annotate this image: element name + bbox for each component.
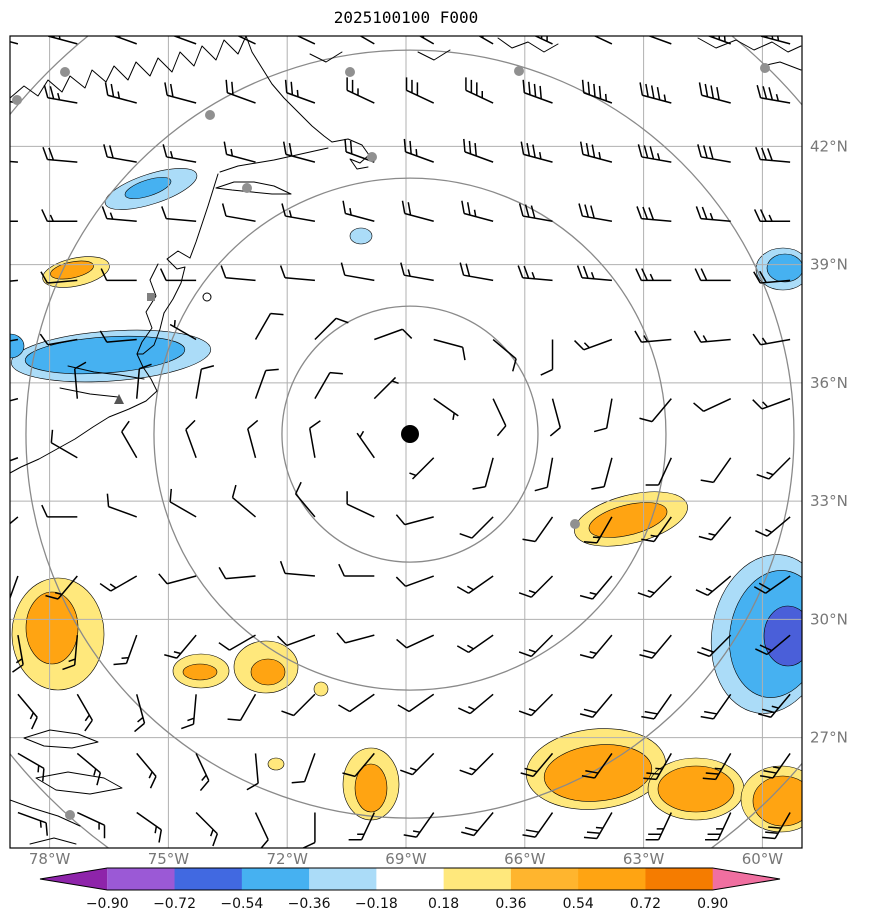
colorbar-segment [241,868,310,890]
colorbar-segment [510,868,579,890]
storm-center-dot [401,425,419,443]
coastline-layer [10,36,802,845]
colorbar-tick-label: 0.72 [630,896,661,912]
lon-tick-label: 69°W [385,850,427,868]
colorbar-segment [107,868,176,890]
lon-tick-label: 63°W [623,850,665,868]
lon-tick-label: 60°W [742,850,784,868]
colorbar-tick-label: −0.18 [355,896,398,912]
colorbar-segment [174,868,243,890]
lat-tick-label: 39°N [810,256,848,274]
colorbar-tick-label: 0.36 [495,896,526,912]
colorbar-tick-label: −0.54 [220,896,263,912]
colorbar-outline [39,867,781,891]
lat-tick-label: 36°N [810,374,848,392]
colorbar-tick-label: 0.54 [563,896,594,912]
colorbar-tick-label: −0.90 [86,896,129,912]
lat-tick-label: 33°N [810,492,848,510]
colorbar-segment [645,868,714,890]
colorbar-tick-label: −0.72 [153,896,196,912]
lon-tick-label: 78°W [29,850,71,868]
lon-tick-label: 66°W [504,850,546,868]
colorbar-segment [376,868,445,890]
lon-tick-label: 72°W [266,850,308,868]
colorbar-tick-label: −0.36 [288,896,331,912]
colorbar-tick-label: 0.18 [428,896,459,912]
colorbar-tick-label: 0.90 [697,896,728,912]
lat-tick-label: 27°N [810,729,848,747]
chart-title: 2025100100 F000 [333,8,479,27]
colorbar-segment [443,868,512,890]
colorbar-segment [578,868,646,890]
lat-tick-label: 42°N [810,137,848,155]
markers-layer [12,63,770,820]
wind-barbs-layer [10,36,791,848]
colorbar-extend-left [40,868,108,890]
axis-labels: 78°W 75°W 72°W 69°W 66°W 63°W 60°W 42°N 39°N 36°N… [29,137,848,868]
lon-tick-label: 75°W [148,850,190,868]
colorbar: −0.90 −0.72 −0.54 −0.36 −0.18 0.18 0.36 0.54 0.7… [39,867,781,912]
lat-tick-label: 30°N [810,610,848,628]
colorbar-extend-right [712,868,780,890]
colorbar-segment [309,868,377,890]
plot-border [9,35,803,849]
